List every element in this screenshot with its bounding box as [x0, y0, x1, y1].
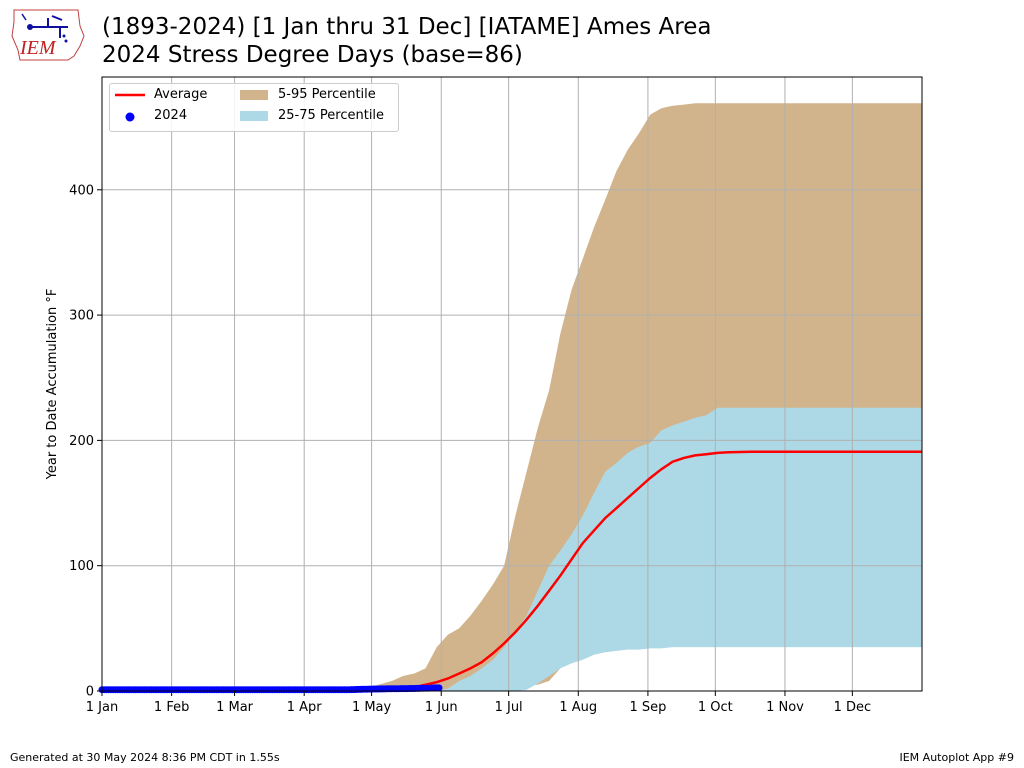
legend-p25-75-swatch: [240, 111, 268, 121]
x-tick-label: 1 Apr: [287, 700, 323, 715]
x-tick-label: 1 Jan: [86, 700, 118, 715]
legend-2024-label: 2024: [154, 108, 188, 123]
x-tick-label: 1 Feb: [154, 700, 189, 715]
x-tick-label: 1 Oct: [698, 700, 733, 715]
legend-p25-75-label: 25-75 Percentile: [278, 108, 385, 123]
y-tick-label: 0: [86, 685, 94, 700]
y-tick-label: 400: [69, 183, 94, 198]
chart-title-line1: (1893-2024) [1 Jan thru 31 Dec] [IATAME]…: [102, 14, 712, 40]
legend-2024-swatch: [125, 112, 135, 122]
iem-logo: IEM: [11, 9, 85, 61]
average-line: [101, 450, 922, 693]
legend-p5-95-label: 5-95 Percentile: [278, 87, 376, 102]
x-tick-label: 1 Sep: [629, 700, 666, 715]
y-tick-label: 100: [69, 559, 94, 574]
legend-p5-95-swatch: [240, 90, 268, 100]
x-tick-label: 1 Aug: [559, 700, 597, 715]
legend-average-swatch: [115, 93, 145, 97]
x-tick-label: 1 May: [352, 700, 392, 715]
x-tick-label: 1 Nov: [766, 700, 804, 715]
x-tick-label: 1 Dec: [834, 700, 872, 715]
iem-logo-text: IEM: [19, 37, 57, 59]
generated-footer: Generated at 30 May 2024 8:36 PM CDT in …: [10, 751, 280, 764]
plot-frame: [101, 76, 923, 692]
chart-legend: Average 2024 5-95 Percentile 25-75 Perce…: [109, 83, 399, 132]
point-2024: [435, 684, 443, 692]
legend-average-label: Average: [154, 87, 208, 102]
x-tick-label: 1 Mar: [216, 700, 254, 715]
x-tick-label: 1 Jun: [425, 700, 458, 715]
y-tick-label: 200: [69, 434, 94, 449]
app-footer: IEM Autoplot App #9: [899, 751, 1014, 764]
band-25-75-percentile: [102, 407, 922, 691]
x-tick-label: 1 Jul: [495, 700, 523, 715]
y-axis-label: Year to Date Accumulation °F: [45, 289, 60, 481]
y-tick-label: 300: [69, 309, 94, 324]
chart-title-line2: 2024 Stress Degree Days (base=86): [102, 42, 523, 68]
